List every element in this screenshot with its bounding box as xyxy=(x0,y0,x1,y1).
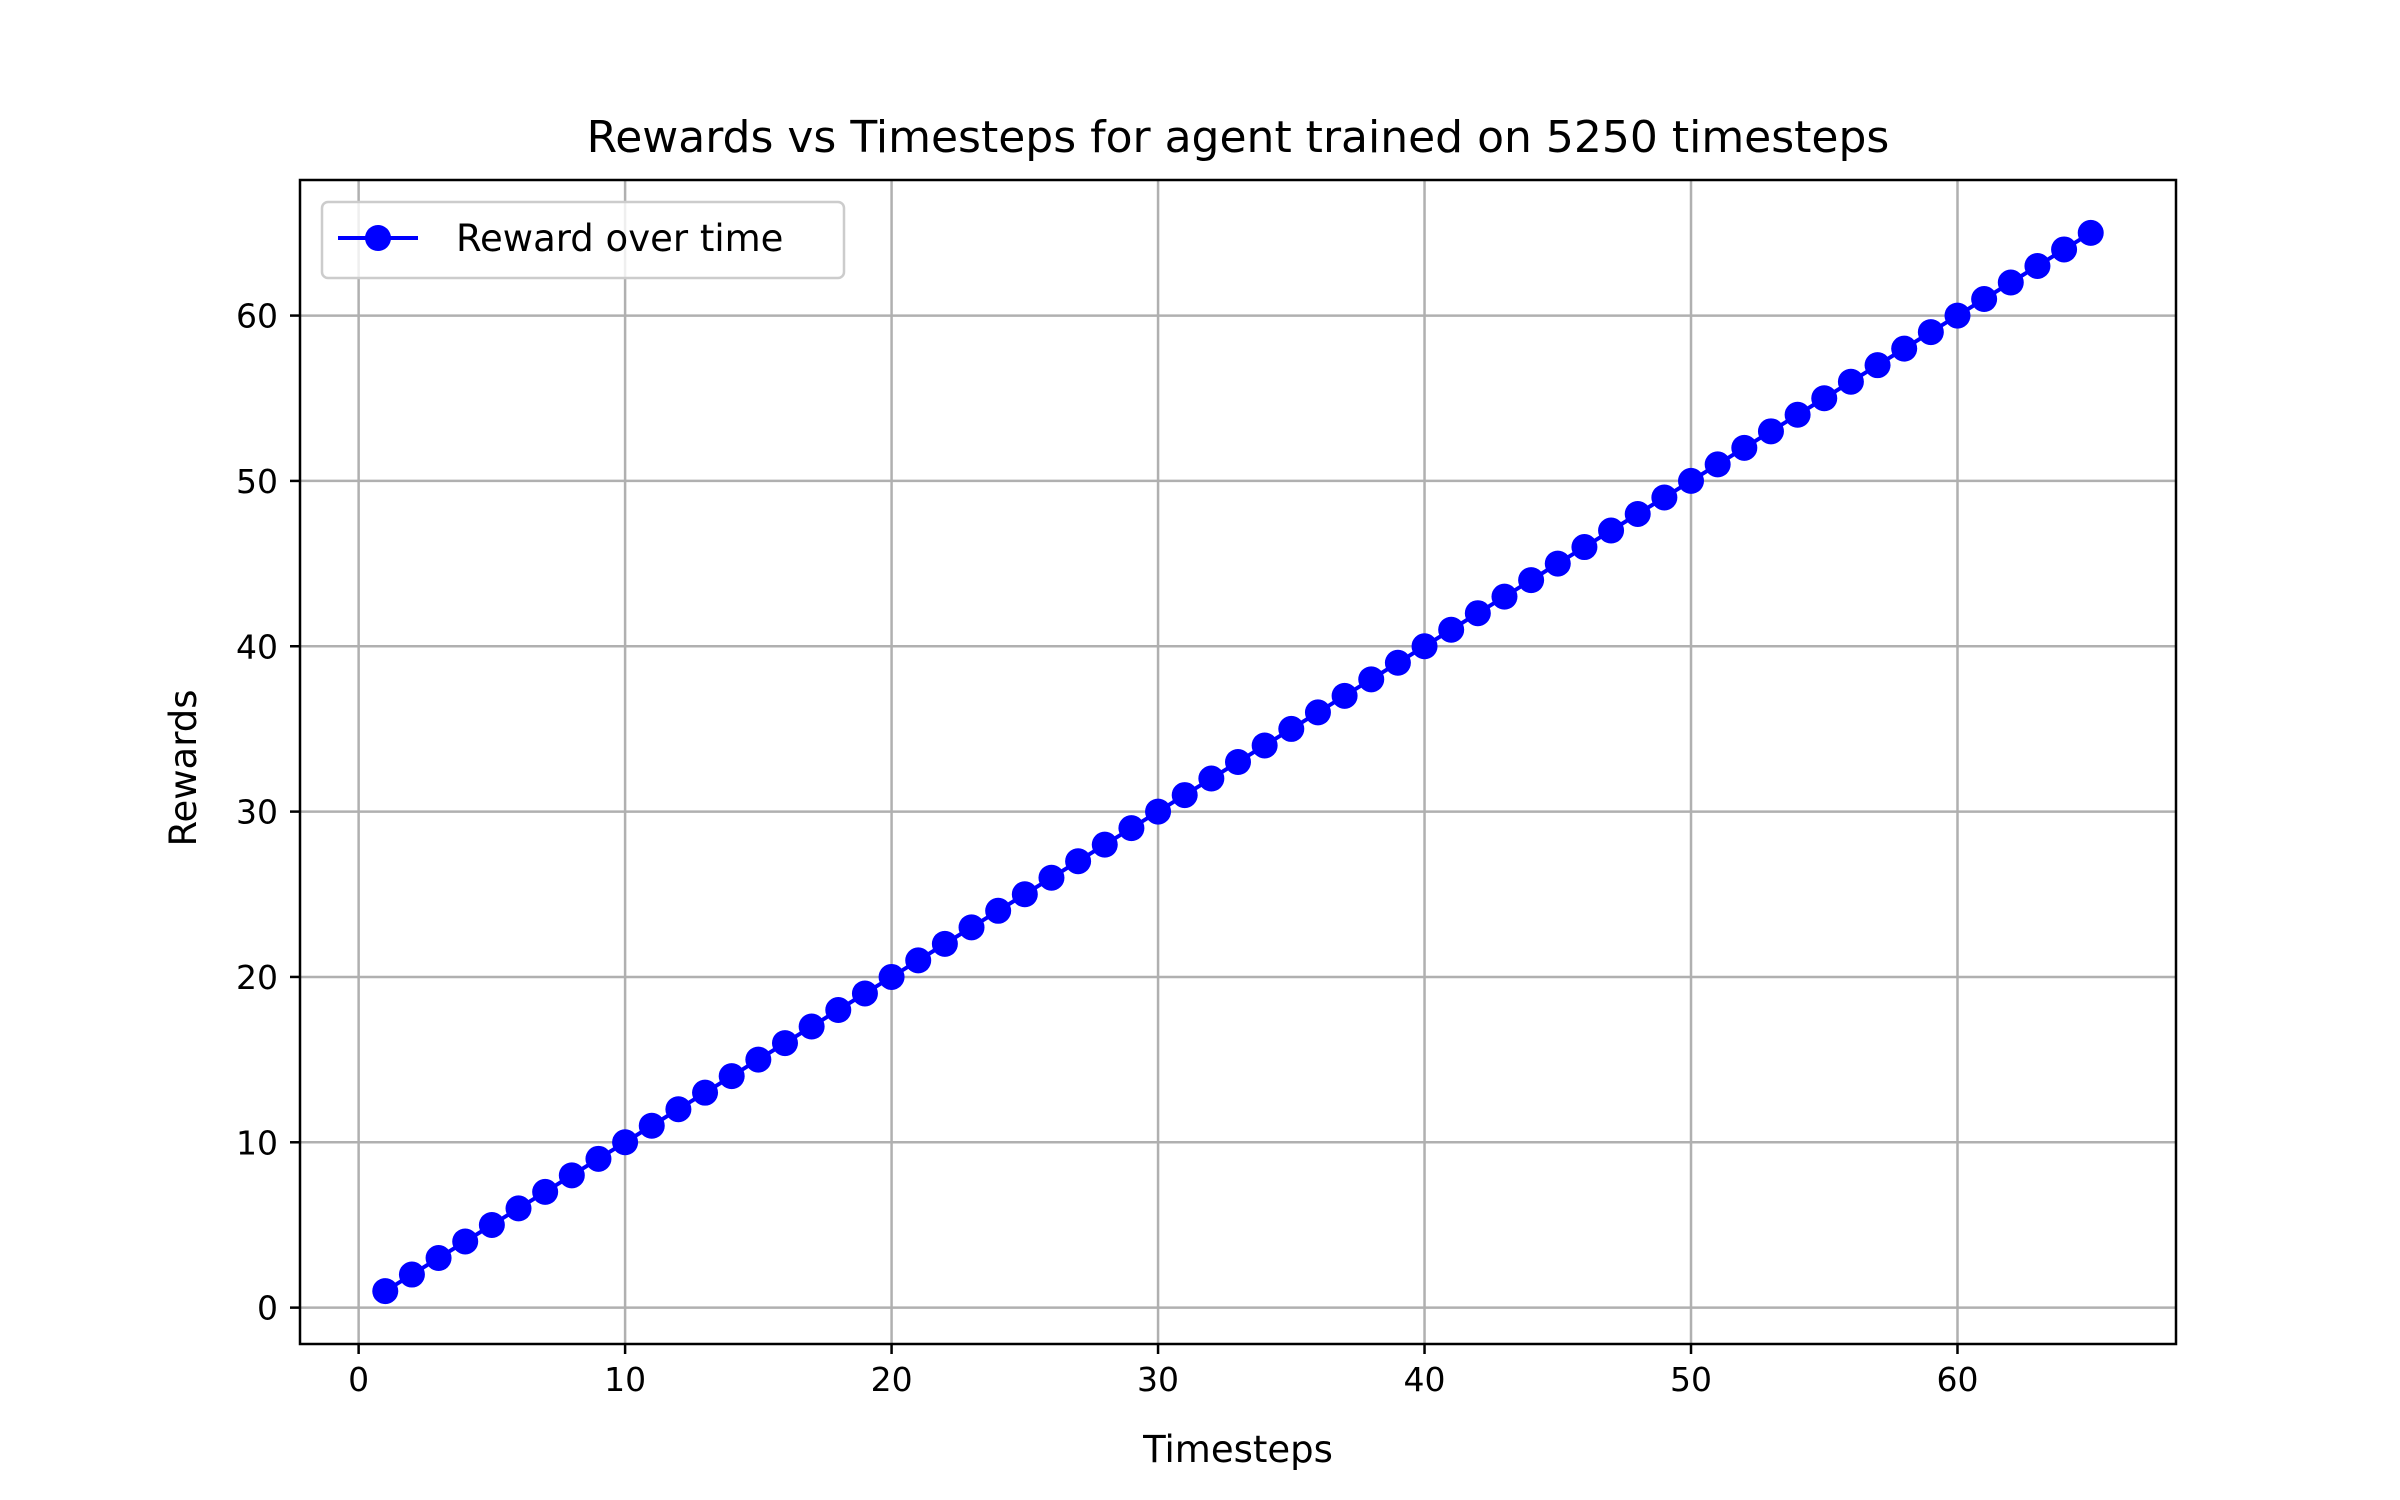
data-point xyxy=(425,1245,452,1272)
y-tick-label-10: 10 xyxy=(236,1123,278,1162)
data-point xyxy=(1651,484,1678,511)
legend-marker xyxy=(365,225,391,251)
data-point xyxy=(931,930,958,957)
x-tick-label-30: 30 xyxy=(1137,1360,1179,1399)
plot-frame xyxy=(298,178,2178,1346)
y-tick-label-0: 0 xyxy=(257,1289,278,1328)
data-point xyxy=(505,1195,532,1222)
data-point xyxy=(1837,368,1864,395)
data-point xyxy=(1278,715,1305,742)
x-axis-label: Timesteps xyxy=(1142,1428,1333,1471)
data-point xyxy=(985,897,1012,924)
data-point xyxy=(1971,286,1998,313)
data-point xyxy=(612,1129,639,1156)
data-point xyxy=(1198,765,1225,792)
data-point xyxy=(905,947,932,974)
x-tick-label-60: 60 xyxy=(1936,1360,1978,1399)
data-point xyxy=(1624,500,1651,527)
data-point xyxy=(825,997,852,1024)
data-point xyxy=(372,1278,399,1305)
series-layer xyxy=(372,219,2104,1305)
data-point xyxy=(1784,401,1811,428)
data-point xyxy=(1171,782,1198,809)
data-point xyxy=(1757,418,1784,445)
data-point xyxy=(1464,600,1491,627)
data-point xyxy=(2051,236,2078,263)
data-point xyxy=(2077,219,2104,246)
data-point xyxy=(1944,302,1971,329)
legend-box xyxy=(320,200,846,280)
data-point xyxy=(851,980,878,1007)
data-point xyxy=(1917,319,1944,346)
data-point xyxy=(1225,749,1251,775)
y-tick-label-60: 60 xyxy=(236,297,278,336)
data-point xyxy=(452,1228,479,1255)
data-point xyxy=(532,1178,559,1205)
data-point xyxy=(1811,385,1838,412)
data-point xyxy=(1491,583,1518,610)
data-point xyxy=(638,1112,665,1139)
data-point xyxy=(1358,666,1385,693)
x-tick-label-50: 50 xyxy=(1670,1360,1712,1399)
data-point xyxy=(558,1162,585,1189)
y-tick-label-40: 40 xyxy=(236,627,278,666)
data-point xyxy=(1331,682,1358,709)
data-point xyxy=(1304,699,1331,726)
data-point xyxy=(1065,848,1092,875)
data-point xyxy=(1571,534,1598,561)
data-point xyxy=(1091,831,1118,858)
data-point xyxy=(878,963,905,990)
x-tick-label-0: 0 xyxy=(348,1360,369,1399)
data-point xyxy=(1118,815,1145,842)
data-point xyxy=(1518,567,1545,594)
x-tick-label-10: 10 xyxy=(604,1360,646,1399)
data-point xyxy=(718,1063,745,1090)
data-point xyxy=(1038,864,1065,891)
data-point xyxy=(665,1096,692,1123)
x-tick-label-20: 20 xyxy=(871,1360,913,1399)
y-tick-label-20: 20 xyxy=(236,958,278,997)
data-point xyxy=(692,1079,719,1106)
data-point xyxy=(771,1030,798,1057)
data-point xyxy=(1997,269,2024,296)
y-axis-label: Rewards xyxy=(162,689,205,846)
data-point xyxy=(1384,649,1411,676)
data-point xyxy=(745,1046,772,1073)
data-point xyxy=(1598,517,1625,544)
y-tick-label-30: 30 xyxy=(236,793,278,832)
data-point xyxy=(1544,550,1571,577)
data-point xyxy=(1145,798,1172,825)
x-axis: 0 10 20 30 40 50 60 xyxy=(348,1344,1978,1399)
data-point xyxy=(1251,732,1278,759)
data-point xyxy=(478,1211,505,1238)
y-axis: 0 10 20 30 40 50 60 xyxy=(236,297,300,1328)
data-point xyxy=(1438,616,1465,643)
data-point xyxy=(398,1261,425,1288)
legend-entry-reward-over-time: Reward over time xyxy=(456,217,783,260)
y-tick-label-50: 50 xyxy=(236,462,278,501)
data-point xyxy=(798,1013,825,1040)
data-point xyxy=(1731,434,1758,461)
data-point xyxy=(1891,335,1918,362)
chart-title: Rewards vs Timesteps for agent trained o… xyxy=(587,112,1890,163)
data-point xyxy=(585,1145,612,1172)
x-tick-label-40: 40 xyxy=(1404,1360,1446,1399)
legend: Reward over time xyxy=(320,200,846,280)
data-point xyxy=(1864,352,1891,379)
data-point xyxy=(1011,881,1038,908)
data-point xyxy=(958,914,985,941)
data-point xyxy=(2024,252,2051,279)
data-point xyxy=(1411,633,1438,660)
data-point xyxy=(1678,467,1705,494)
data-point xyxy=(1704,451,1731,478)
